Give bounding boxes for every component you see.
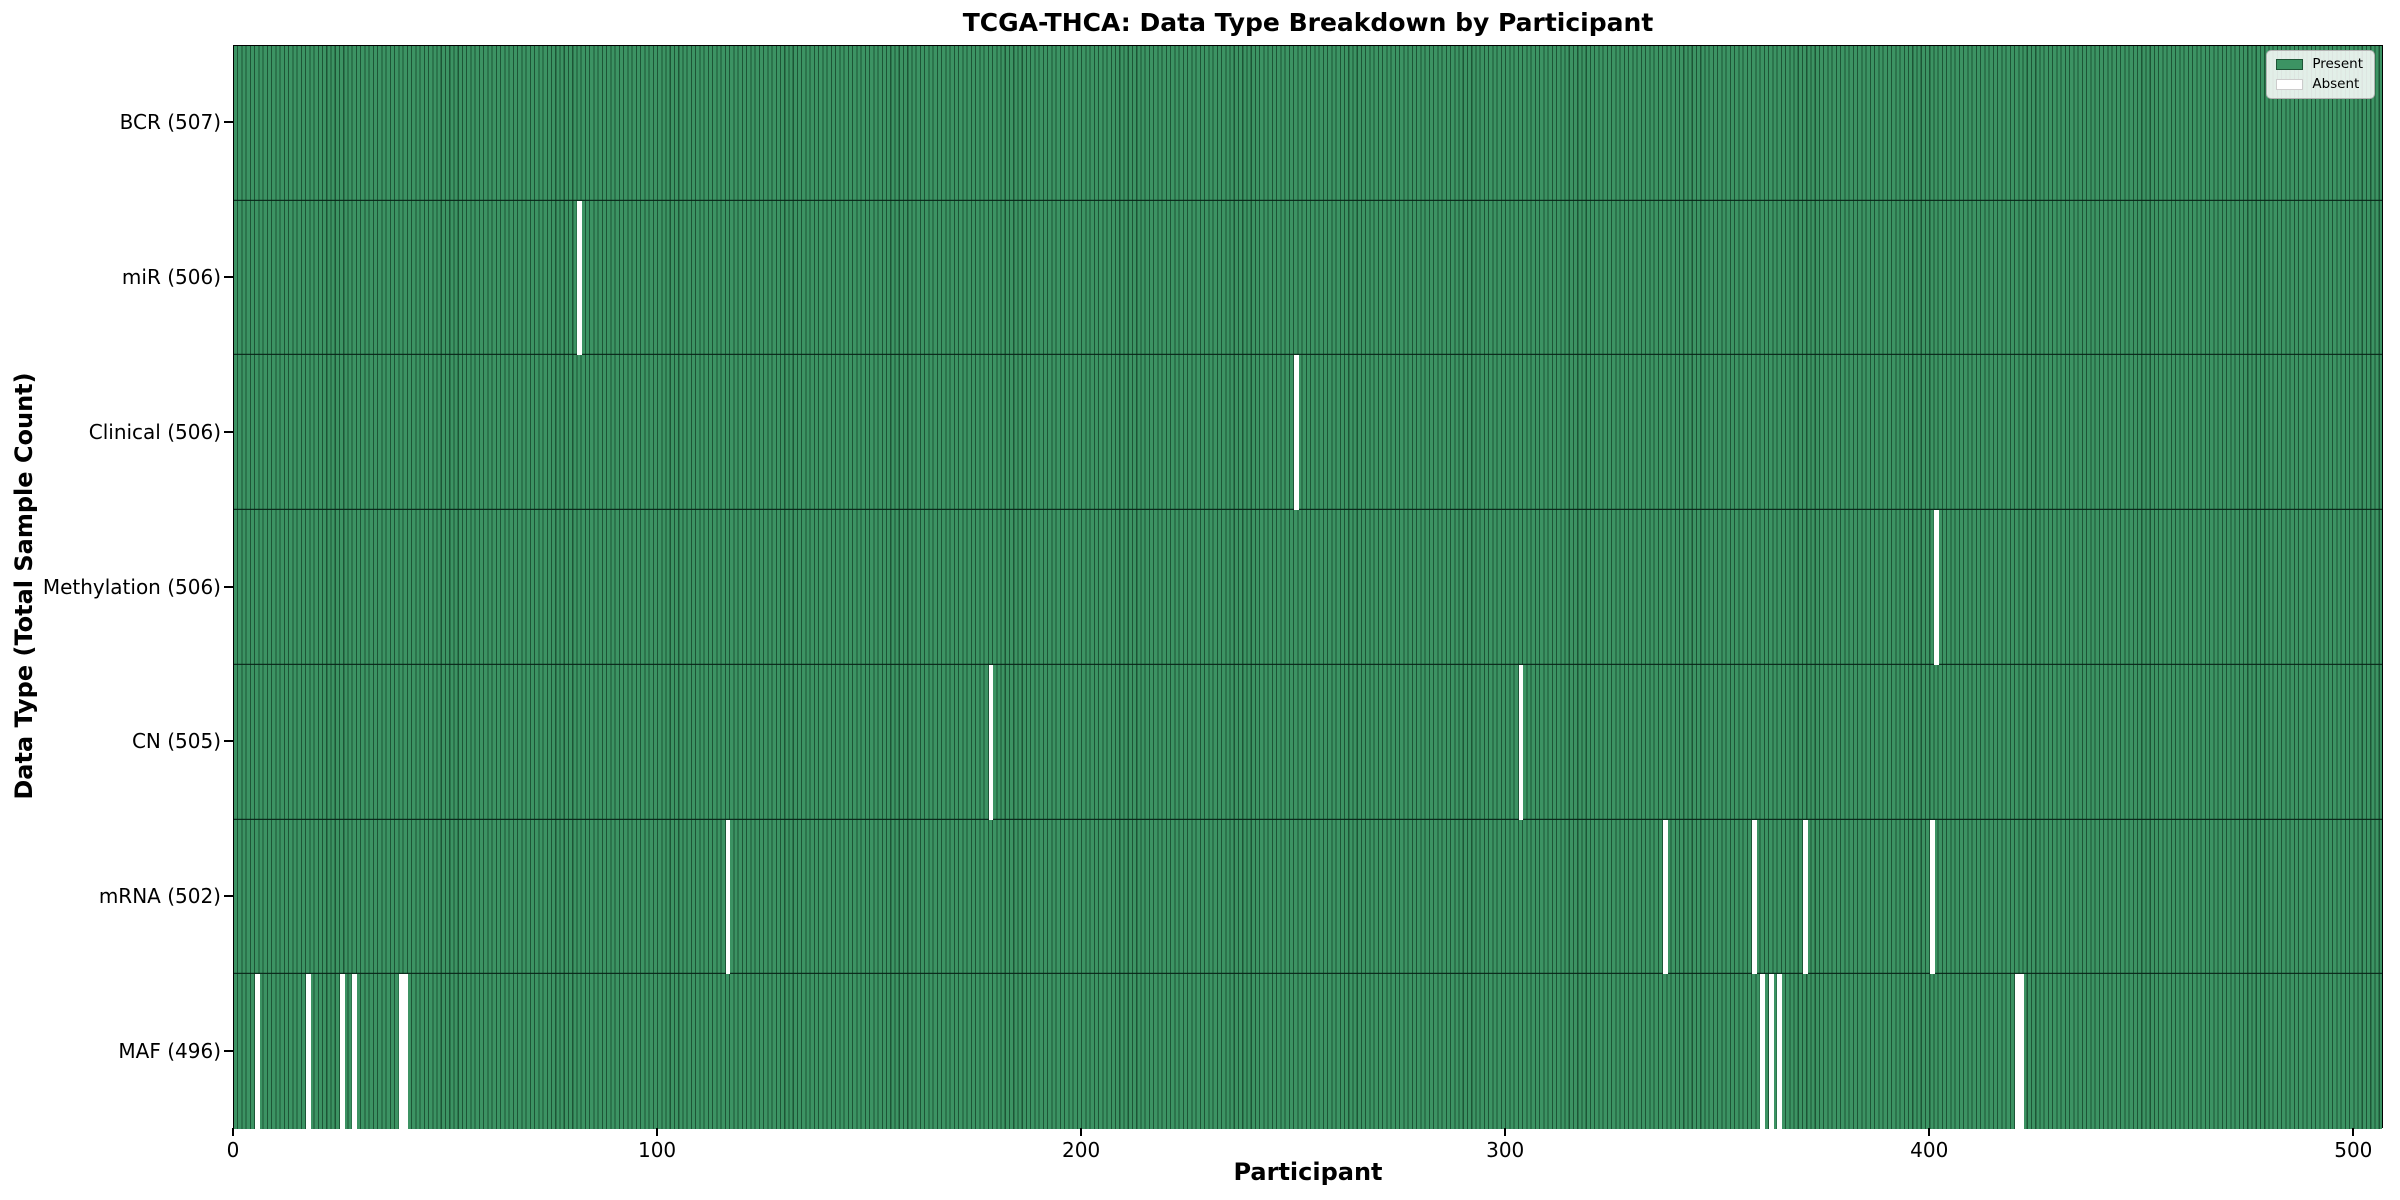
x-tick-label: 400 (1910, 1138, 1949, 1162)
x-tick-mark (1504, 1128, 1507, 1136)
y-tick-mark (224, 121, 233, 124)
y-tick-label: MAF (496) (118, 1038, 221, 1063)
x-tick-mark (1928, 1128, 1931, 1136)
absent-gap (988, 664, 994, 820)
plot-area: Present Absent (233, 45, 2383, 1129)
absent-gap (2019, 974, 2024, 1129)
absent-gap (1760, 974, 1766, 1129)
legend-label-absent: Absent (2312, 75, 2360, 92)
matrix-row-mrna (234, 819, 2382, 975)
y-tick-label: Clinical (506) (88, 419, 221, 444)
x-tick-mark (1080, 1128, 1083, 1136)
y-tick-label: mRNA (502) (98, 883, 221, 908)
matrix-row-methylation (234, 510, 2382, 665)
absent-gap (399, 974, 404, 1129)
x-tick-mark (656, 1128, 659, 1136)
y-tick-mark (224, 276, 233, 279)
y-tick-mark (224, 1049, 233, 1052)
absent-gap (1777, 974, 1783, 1129)
x-tick-label: 0 (226, 1138, 240, 1162)
y-tick-mark (224, 585, 233, 588)
y-tick-label: CN (505) (131, 729, 221, 754)
matrix-row-maf (234, 974, 2382, 1129)
absent-gap (1929, 819, 1935, 975)
x-tick-mark (2352, 1128, 2355, 1136)
y-tick-mark (224, 430, 233, 433)
y-tick-label: BCR (507) (119, 110, 221, 135)
matrix-row-bcr (234, 46, 2382, 201)
matrix-row-mir (234, 200, 2382, 356)
y-tick-label: miR (506) (121, 265, 221, 290)
absent-gap (577, 200, 583, 356)
chart-title: TCGA-THCA: Data Type Breakdown by Partic… (962, 8, 1654, 37)
present-swatch (2276, 59, 2304, 71)
absent-gap (725, 819, 731, 975)
absent-gap (1518, 664, 1524, 820)
absent-gap (1802, 819, 1808, 975)
y-tick-label: Methylation (506) (42, 574, 221, 599)
absent-gap (1293, 355, 1299, 511)
absent-gap (2014, 974, 2020, 1129)
absent-gap (305, 974, 311, 1129)
legend: Present Absent (2266, 50, 2375, 99)
absent-gap (403, 974, 409, 1129)
legend-item-present: Present (2276, 56, 2363, 72)
matrix-row-cn (234, 664, 2382, 820)
absent-gap (1751, 819, 1757, 975)
absent-gap (1934, 510, 1940, 665)
absent-gap (1662, 819, 1668, 975)
legend-item-absent: Absent (2276, 75, 2363, 92)
absent-gap (1768, 974, 1774, 1129)
y-tick-mark (224, 894, 233, 897)
y-tick-mark (224, 740, 233, 743)
absent-gap (254, 974, 260, 1129)
x-tick-mark (232, 1128, 234, 1136)
absent-swatch (2276, 78, 2304, 90)
absent-gap (339, 974, 345, 1129)
x-tick-label: 500 (2334, 1138, 2373, 1162)
matrix-row-clinical (234, 355, 2382, 511)
x-tick-label: 200 (1062, 1138, 1101, 1162)
x-tick-label: 300 (1486, 1138, 1525, 1162)
legend-label-present: Present (2312, 56, 2363, 72)
x-tick-label: 100 (637, 1138, 677, 1162)
absent-gap (352, 974, 358, 1129)
x-axis-label: Participant (1233, 1158, 1383, 1186)
